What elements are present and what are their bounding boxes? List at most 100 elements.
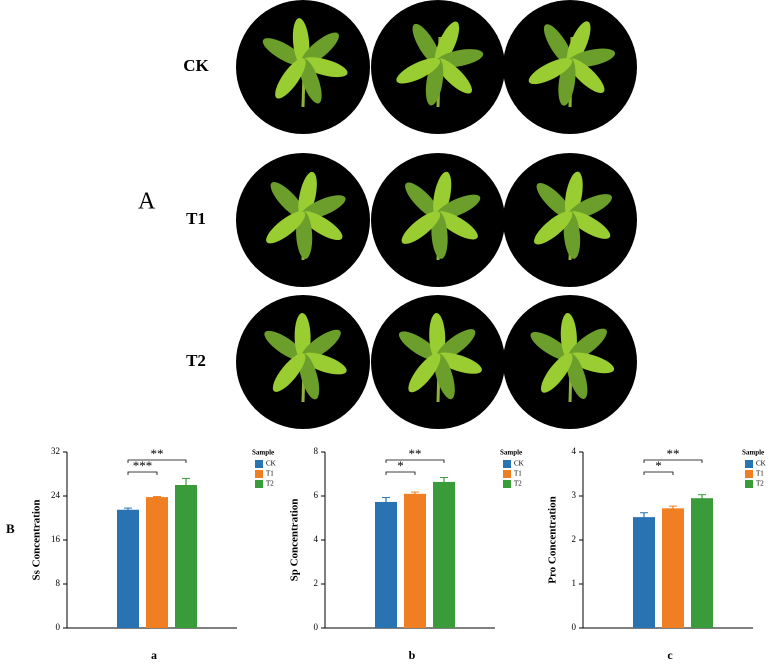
bar: [375, 501, 397, 628]
plant-photo: [371, 295, 505, 429]
legend-swatch: [255, 480, 263, 488]
leaf: [534, 211, 573, 245]
leaf: [566, 353, 588, 399]
leaf: [567, 58, 605, 94]
y-tick-label: 8: [314, 446, 319, 456]
chart-sublabel: a: [151, 648, 157, 662]
error-bar: [440, 477, 448, 487]
row-label: T1: [186, 209, 206, 228]
y-tick-label: 4: [572, 446, 577, 456]
significance-label: **: [409, 446, 422, 461]
significance-bracket: [643, 471, 674, 475]
legend-label: T1: [514, 470, 522, 478]
error-bar: [669, 505, 677, 512]
legend-title: Sample: [742, 449, 764, 457]
significance-bracket: [127, 459, 187, 463]
leaf: [536, 182, 573, 219]
legend-swatch: [745, 460, 753, 468]
significance-bracket: [385, 459, 445, 463]
bar: [175, 485, 197, 628]
leaf: [300, 352, 347, 375]
y-tick-label: 16: [51, 534, 61, 544]
leaf: [299, 58, 322, 104]
error-bar: [153, 496, 161, 499]
legend-label: T2: [266, 480, 274, 488]
bar: [146, 497, 168, 628]
legend-label: CK: [266, 460, 276, 468]
bar: [117, 509, 139, 628]
legend-label: T1: [756, 470, 764, 478]
leaf: [434, 353, 455, 400]
y-tick-label: 32: [51, 446, 60, 456]
leaf: [435, 352, 482, 374]
legend-swatch: [503, 480, 511, 488]
significance-bracket: [643, 459, 703, 463]
y-tick-label: 1: [572, 578, 577, 588]
legend-label: T1: [266, 470, 274, 478]
bar: [691, 498, 713, 628]
bar: [404, 493, 426, 628]
significance-label: *: [397, 458, 404, 473]
y-tick-label: 0: [56, 622, 61, 632]
leaf: [401, 211, 441, 244]
error-bar: [382, 497, 390, 507]
legend-swatch: [503, 470, 511, 478]
significance-label: ***: [133, 458, 153, 473]
plant-photo: [371, 153, 505, 287]
leaf: [528, 58, 573, 85]
bar: [633, 517, 655, 628]
legend-label: T2: [514, 480, 522, 488]
bar: [662, 508, 684, 628]
leaf: [396, 58, 441, 84]
leaf: [300, 211, 343, 241]
significance-label: **: [667, 446, 680, 461]
plant-photo: [236, 0, 370, 134]
legend-label: CK: [514, 460, 524, 468]
plant-photo: [503, 0, 637, 134]
y-axis-label: Pro Concentration: [547, 496, 559, 583]
error-bar: [182, 477, 190, 493]
chart-sublabel: b: [409, 648, 416, 662]
y-tick-label: 24: [51, 490, 61, 500]
y-axis-label: Ss Concentration: [31, 500, 43, 581]
row-label: CK: [183, 56, 209, 75]
row-label: T2: [186, 351, 206, 370]
error-bar: [640, 512, 648, 523]
plant-photo: [236, 295, 370, 429]
leaf: [405, 182, 441, 219]
leaf: [543, 24, 573, 66]
legend-title: Sample: [252, 449, 274, 457]
leaf: [398, 331, 441, 361]
legend-label: CK: [756, 460, 766, 468]
leaf: [264, 330, 306, 361]
y-tick-label: 4: [314, 534, 319, 544]
plant-photo: [236, 153, 370, 287]
leaf: [270, 181, 306, 219]
leaf: [435, 58, 472, 94]
leaf: [412, 23, 441, 66]
legend-swatch: [255, 470, 263, 478]
chart-sublabel: c: [667, 648, 673, 662]
y-tick-label: 2: [572, 534, 577, 544]
legend-title: Sample: [500, 449, 522, 457]
legend-label: T2: [756, 480, 764, 488]
legend-swatch: [745, 480, 753, 488]
leaf: [567, 211, 611, 239]
leaf: [530, 331, 573, 361]
plant-photo: [503, 153, 637, 287]
error-bar: [411, 491, 419, 497]
legend-swatch: [745, 470, 753, 478]
plant-photo: [371, 0, 505, 134]
leaf: [300, 57, 348, 78]
panel-label: A: [138, 189, 156, 215]
significance-bracket: [385, 471, 416, 475]
significance-bracket: [127, 471, 158, 475]
leaf: [266, 211, 306, 244]
y-tick-label: 6: [314, 490, 319, 500]
y-axis-label: Sp Concentration: [289, 499, 301, 582]
error-bar: [698, 494, 706, 503]
y-tick-label: 0: [314, 622, 319, 632]
leaf: [435, 211, 478, 240]
y-tick-label: 3: [572, 490, 577, 500]
